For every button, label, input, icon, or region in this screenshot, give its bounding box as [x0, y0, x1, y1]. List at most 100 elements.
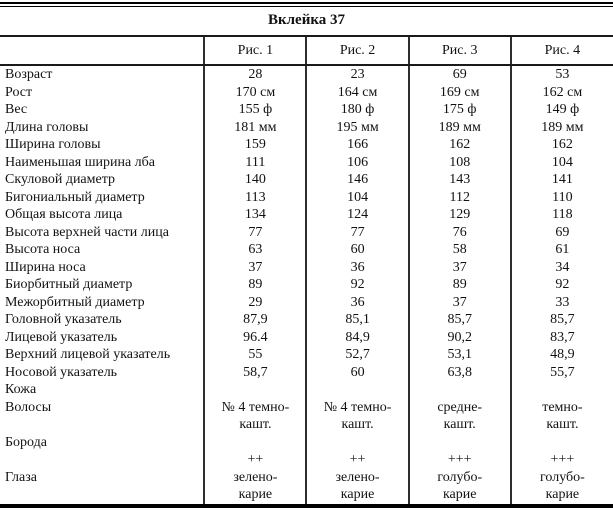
table-row: Головной указатель 87,9 85,1 85,7 85,7	[0, 311, 613, 329]
value-cell: 83,7	[509, 328, 613, 346]
value-cell: 112	[407, 188, 511, 206]
value-cell: 58	[407, 241, 511, 259]
row-label: Возраст	[5, 67, 53, 82]
value-cell: 48,9	[509, 346, 613, 364]
value-cell: 164 см	[305, 83, 409, 101]
table-row: Бигониальный диаметр 113 104 112 110	[0, 188, 613, 206]
table-row: Вес 155 ф 180 ф 175 ф 149 ф	[0, 101, 613, 119]
value-cell: 69	[509, 223, 613, 241]
value-cell: 53	[509, 65, 613, 84]
value-cell: ++	[203, 451, 307, 469]
value-cell: 58,7	[203, 363, 307, 381]
table-row: Скуловой диаметр 140 146 143 141	[0, 171, 613, 189]
value-cell: 129	[407, 206, 511, 224]
value-cell: 166	[305, 136, 409, 154]
value-cell: 111	[203, 153, 307, 171]
row-label	[0, 451, 204, 469]
value-cell: 63,8	[407, 363, 511, 381]
value-cell	[305, 433, 409, 451]
row-label: Лицевой указатель	[5, 329, 118, 345]
table-row: Длина головы 181 мм 195 мм 189 мм 189 мм	[0, 118, 613, 136]
table-row: Лицевой указатель 96.4 84,9 90,2 83,7	[0, 328, 613, 346]
value-cell: 181 мм	[203, 118, 307, 136]
row-label: Наименьшая ширина лба	[5, 154, 155, 170]
value-cell: 23	[305, 65, 409, 84]
value-cell: 29	[203, 293, 307, 311]
value-cell: средне- кашт.	[407, 398, 511, 434]
value-cell: 180 ф	[305, 101, 409, 119]
value-cell: +++	[509, 451, 613, 469]
value-cell: 189 мм	[407, 118, 511, 136]
table-row: Рост 170 см 164 см 169 см 162 см	[0, 83, 613, 101]
page-title: Вклейка 37	[0, 7, 613, 37]
column-header-fig1: Рис. 1	[203, 37, 307, 66]
table-row: Борода	[0, 433, 613, 451]
table-row: Высота верхней части лица 77 77 76 69	[0, 223, 613, 241]
value-cell: 155 ф	[203, 101, 307, 119]
row-label: Ширина головы	[5, 137, 101, 152]
anthropometry-table: Рис. 1 Рис. 2 Рис. 3 Рис. 4 Возраст 28 2…	[0, 37, 613, 504]
table-row: Верхний лицевой указатель 55 52,7 53,1 4…	[0, 346, 613, 364]
row-label: Борода	[5, 434, 47, 450]
value-cell: 113	[203, 188, 307, 206]
value-cell: 77	[305, 223, 409, 241]
value-cell: 89	[203, 276, 307, 294]
row-label: Носовой указатель	[5, 364, 118, 380]
value-cell: № 4 темно- кашт.	[305, 398, 409, 434]
value-cell: 162	[407, 136, 511, 154]
value-cell: 141	[509, 171, 613, 189]
row-label: Общая высота лица	[5, 207, 123, 222]
column-header-fig2: Рис. 2	[305, 37, 409, 66]
row-label: Головной указатель	[5, 312, 122, 327]
value-cell: зелено- карие	[203, 468, 307, 504]
value-cell: № 4 темно- кашт.	[203, 398, 307, 434]
value-cell: 149 ф	[509, 101, 613, 119]
value-cell: 140	[203, 171, 307, 189]
table-row: Общая высота лица 134 124 129 118	[0, 206, 613, 224]
value-cell: 92	[509, 276, 613, 294]
value-cell	[407, 381, 511, 399]
column-header-fig4: Рис. 4	[509, 37, 613, 66]
row-label: Вес	[5, 102, 28, 117]
value-cell: ++	[305, 451, 409, 469]
value-cell: 104	[509, 153, 613, 171]
value-cell: 195 мм	[305, 118, 409, 136]
table-row: Высота носа 63 60 58 61	[0, 241, 613, 259]
row-label: Глаза	[5, 469, 37, 485]
value-cell: 124	[305, 206, 409, 224]
value-cell: темно- кашт.	[509, 398, 613, 434]
table-row: Носовой указатель 58,7 60 63,8 55,7	[0, 363, 613, 381]
top-double-rule	[0, 2, 613, 7]
value-cell: 175 ф	[407, 101, 511, 119]
value-cell: 110	[509, 188, 613, 206]
row-label: Биорбитный диаметр	[5, 277, 133, 292]
value-cell: 63	[203, 241, 307, 259]
table-row: Биорбитный диаметр 89 92 89 92	[0, 276, 613, 294]
value-cell: 134	[203, 206, 307, 224]
value-cell: 36	[305, 293, 409, 311]
value-cell: 37	[407, 293, 511, 311]
header-row: Рис. 1 Рис. 2 Рис. 3 Рис. 4	[0, 37, 613, 66]
value-cell: 52,7	[305, 346, 409, 364]
value-cell: 37	[407, 258, 511, 276]
row-label: Волосы	[5, 399, 52, 415]
value-cell: 169 см	[407, 83, 511, 101]
table-row: Глаза зелено- карие зелено- карие голубо…	[0, 468, 613, 504]
value-cell: 37	[203, 258, 307, 276]
row-label: Скуловой диаметр	[5, 172, 116, 187]
value-cell	[509, 433, 613, 451]
value-cell: 76	[407, 223, 511, 241]
value-cell: 146	[305, 171, 409, 189]
value-cell: 69	[407, 65, 511, 84]
row-label: Высота носа	[5, 242, 81, 257]
row-label: Высота верхней части лица	[5, 224, 169, 240]
value-cell: 87,9	[203, 311, 307, 329]
value-cell: 92	[305, 276, 409, 294]
table-header: Рис. 1 Рис. 2 Рис. 3 Рис. 4	[0, 37, 613, 66]
value-cell: 170 см	[203, 83, 307, 101]
value-cell: 53,1	[407, 346, 511, 364]
value-cell: 85,1	[305, 311, 409, 329]
value-cell: 143	[407, 171, 511, 189]
value-cell: 34	[509, 258, 613, 276]
